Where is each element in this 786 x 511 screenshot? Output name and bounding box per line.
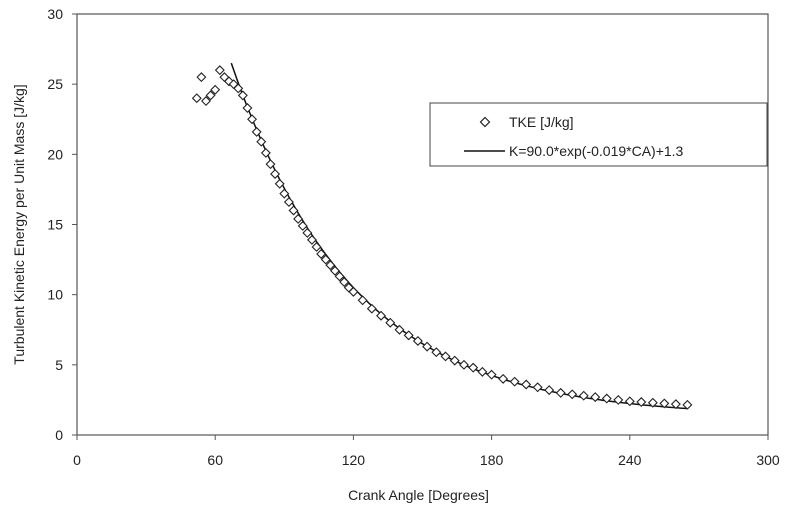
tke-point: [339, 277, 350, 288]
tke-point: [233, 83, 244, 94]
y-tick-label: 10: [47, 287, 63, 303]
x-axis-label: Crank Angle [Degrees]: [348, 487, 489, 503]
tke-point: [412, 335, 423, 346]
tke-point: [647, 397, 658, 408]
tke-point: [237, 90, 248, 101]
tke-point: [567, 389, 578, 400]
tke-point: [468, 362, 479, 373]
tke-point: [274, 178, 285, 189]
legend-box: [429, 102, 768, 167]
plot-area-frame: [76, 13, 769, 436]
x-tick-label: 180: [480, 452, 504, 468]
tke-point: [348, 286, 359, 297]
tke-point: [682, 399, 693, 410]
tke-point: [613, 394, 624, 405]
tke-point: [440, 351, 451, 362]
y-axis-label: Turbulent Kinetic Energy per Unit Mass […: [11, 84, 27, 364]
tke-point: [357, 295, 368, 306]
tke-point: [498, 373, 509, 384]
tke-point: [205, 90, 216, 101]
tke-point: [394, 324, 405, 335]
tke-point: [260, 147, 271, 158]
legend-marker-diamond: [479, 116, 491, 128]
fit-curve-line: [230, 62, 688, 410]
tke-point: [624, 396, 635, 407]
tke-point: [477, 366, 488, 377]
tke-point: [265, 159, 276, 170]
tke-point: [311, 241, 322, 252]
tke-point: [320, 254, 331, 265]
tke-point: [403, 330, 414, 341]
tke-point: [509, 376, 520, 387]
tke-point: [270, 169, 281, 179]
tke-point: [302, 227, 313, 238]
x-tick-label: 60: [207, 452, 223, 468]
axes: [76, 13, 769, 436]
x-tick-label: 300: [756, 452, 780, 468]
tke-point: [251, 126, 262, 137]
tke-point: [196, 72, 207, 83]
tke-point: [555, 387, 566, 398]
tke-point: [659, 398, 670, 409]
y-axis-ticks: 0 5 10 15 20 25 30: [47, 6, 77, 443]
tke-point: [521, 379, 532, 390]
tke-point: [449, 355, 460, 366]
x-tick-label: 0: [73, 452, 81, 468]
x-axis-ticks: 0 60 120 180 240 300: [73, 435, 780, 468]
tke-point: [288, 205, 299, 216]
tke-point: [201, 96, 211, 106]
y-tick-label: 5: [55, 357, 63, 373]
tke-point: [329, 265, 340, 276]
y-tick-label: 25: [47, 76, 63, 92]
legend: TKE [J/kg] K=90.0*exp(-0.019*CA)+1.3: [429, 102, 768, 167]
x-tick-label: 240: [618, 452, 642, 468]
legend-label-tke: TKE [J/kg]: [509, 114, 574, 130]
tke-point: [297, 220, 308, 231]
tke-point: [590, 392, 601, 403]
tke-point: [325, 260, 336, 271]
tke-point: [256, 136, 267, 147]
tke-point: [376, 310, 387, 321]
tke-point: [293, 213, 304, 224]
tke-point: [279, 188, 290, 199]
tke-point: [670, 399, 681, 410]
tke-point: [544, 385, 555, 396]
tke-point: [422, 341, 433, 352]
tke-point: [458, 359, 469, 370]
tke-point: [283, 197, 294, 208]
x-tick-label: 120: [342, 452, 366, 468]
tke-point: [214, 65, 225, 76]
tke-point: [532, 382, 543, 393]
tke-point: [385, 317, 396, 328]
tke-marker-series: [191, 65, 693, 410]
tke-point: [578, 390, 589, 401]
tke-point: [191, 93, 202, 104]
tke-point: [636, 397, 647, 407]
tke-point: [334, 271, 345, 282]
tke-point: [601, 393, 612, 404]
tke-point: [431, 347, 442, 358]
tke-point: [247, 114, 258, 125]
tke-point: [486, 369, 497, 380]
y-tick-label: 0: [55, 427, 63, 443]
tke-point: [242, 103, 253, 114]
tke-point: [316, 248, 327, 259]
fit-curve-series: [230, 62, 688, 410]
y-tick-label: 20: [47, 146, 63, 162]
legend-label-fit: K=90.0*exp(-0.019*CA)+1.3: [509, 143, 684, 159]
tke-point: [366, 303, 377, 314]
y-tick-label: 30: [47, 6, 63, 22]
tke-point: [306, 234, 317, 245]
tke-point: [210, 84, 221, 95]
y-tick-label: 15: [47, 217, 63, 233]
